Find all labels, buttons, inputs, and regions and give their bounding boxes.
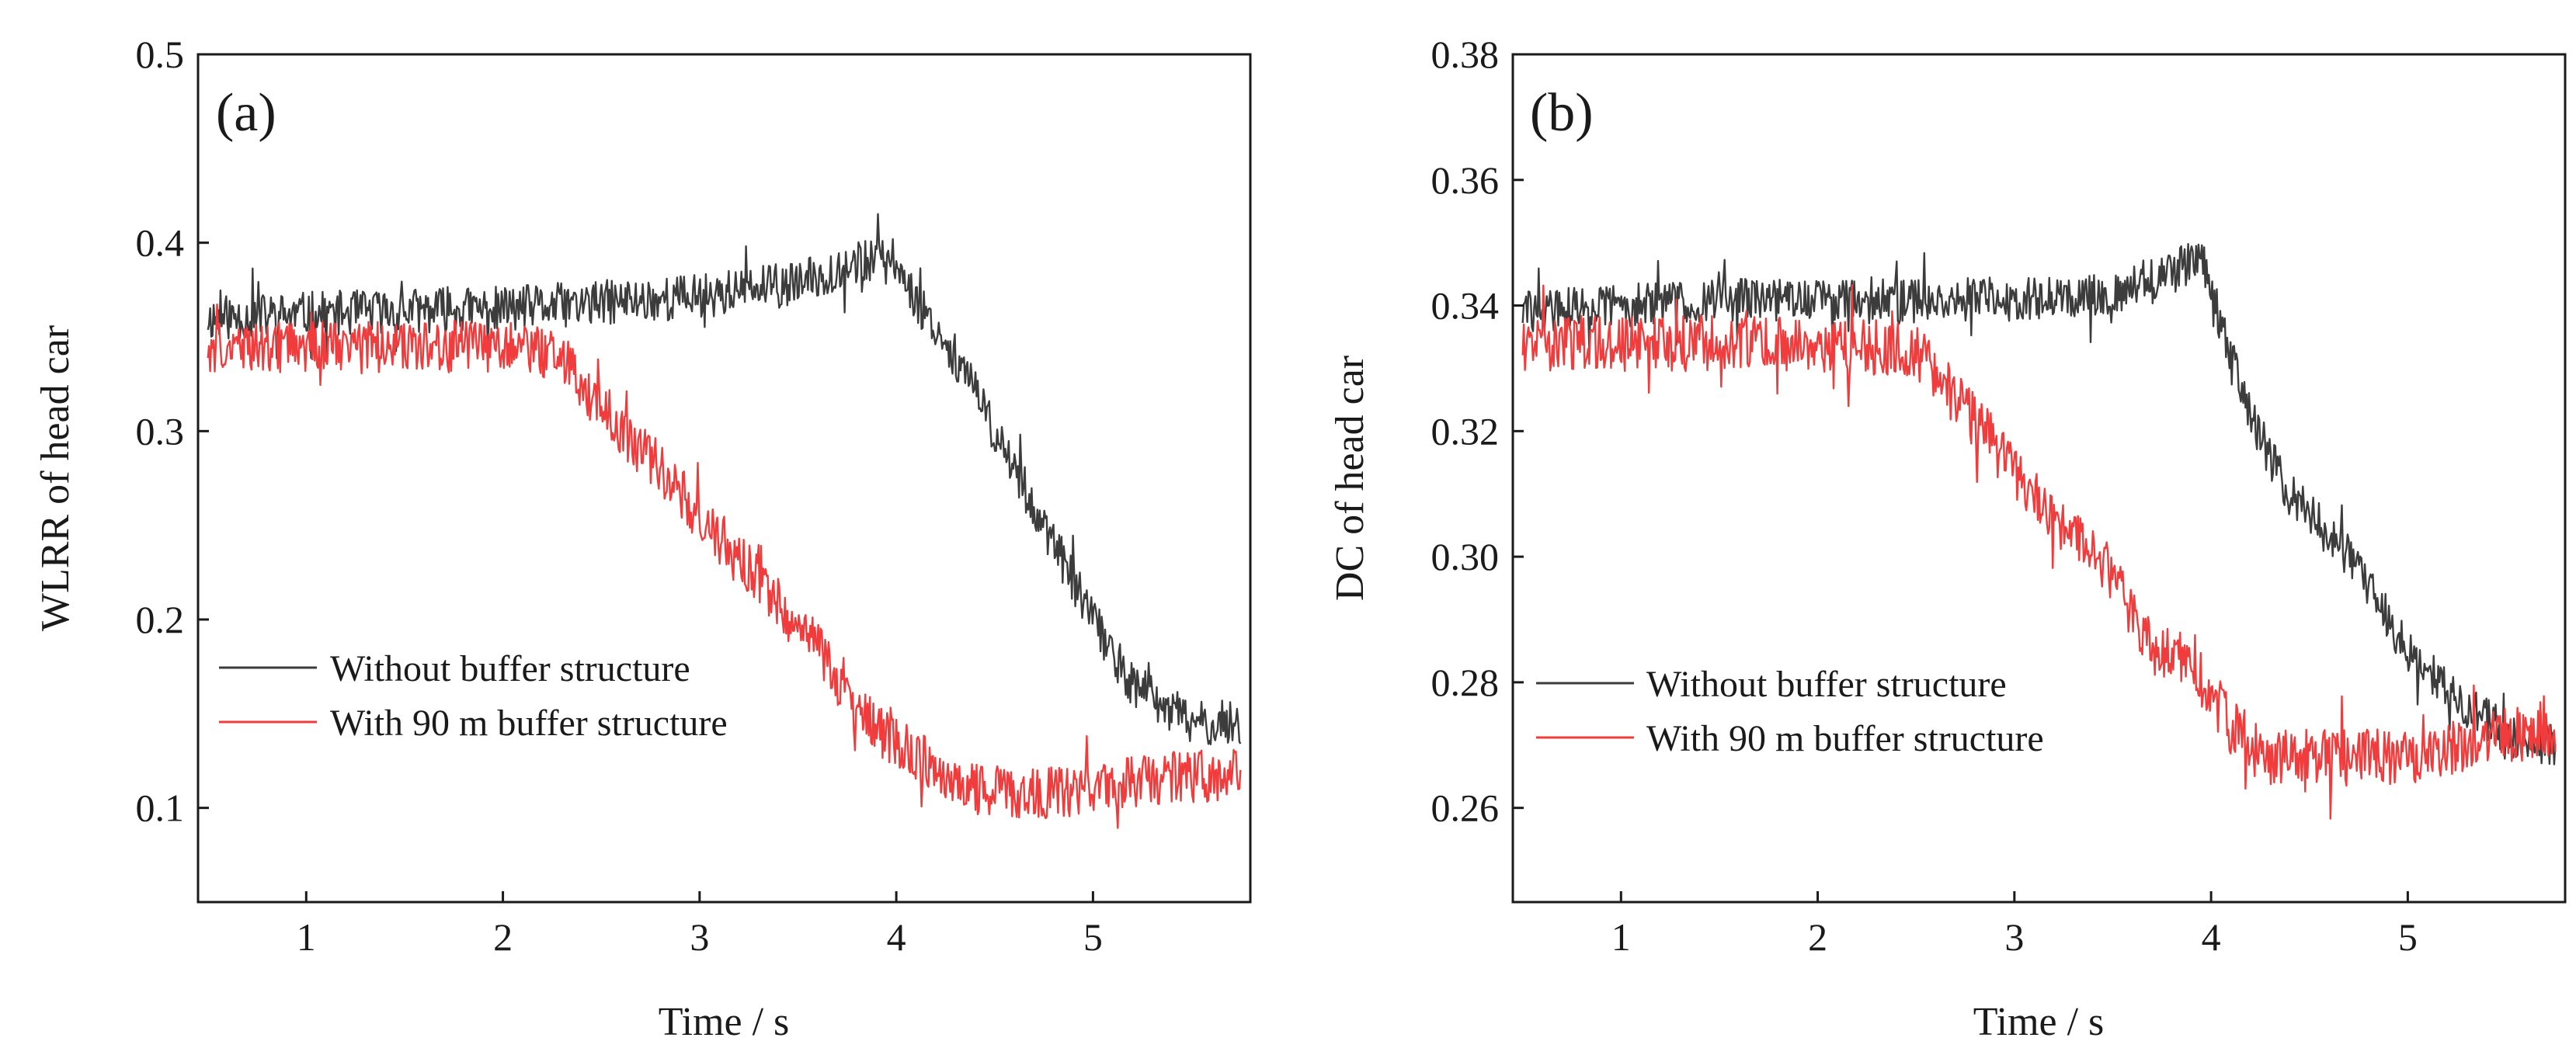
plot-frame-b bbox=[1511, 53, 2567, 904]
panel-label-b: (b) bbox=[1530, 83, 1594, 143]
y-tick-label-b-6: 0.38 bbox=[1431, 33, 1500, 76]
y-ticks-b: 0.26 0.28 0.30 0.32 0.34 0.36 0.38 bbox=[1431, 33, 1524, 830]
panel-label-a: (a) bbox=[216, 83, 276, 143]
legend-label-b-1: With 90 m buffer structure bbox=[1646, 718, 2044, 759]
x-ticks-a: 1 2 3 4 5 bbox=[297, 891, 1103, 959]
x-tick-label-a-2: 3 bbox=[690, 915, 709, 959]
x-tick-label-b-0: 1 bbox=[1611, 915, 1631, 959]
y-tick-label-b-4: 0.34 bbox=[1431, 284, 1500, 328]
x-tick-label-b-3: 4 bbox=[2202, 915, 2221, 959]
series-line-b-1 bbox=[1521, 284, 2557, 820]
x-axis-title-a: Time / s bbox=[659, 1000, 790, 1044]
y-axis-title-a: WLRR of head car bbox=[33, 325, 78, 631]
series-layer-b bbox=[1521, 243, 2557, 820]
y-tick-label-a-1: 0.2 bbox=[136, 598, 185, 641]
y-tick-label-b-3: 0.32 bbox=[1431, 409, 1500, 453]
x-axis-title-b: Time / s bbox=[1973, 1000, 2105, 1044]
x-ticks-b: 1 2 3 4 5 bbox=[1611, 891, 2418, 959]
y-tick-label-b-2: 0.30 bbox=[1431, 535, 1500, 578]
plot-frame-a bbox=[196, 53, 1252, 904]
y-axis-title-b: DC of head car bbox=[1328, 356, 1372, 601]
series-line-a-1 bbox=[207, 304, 1242, 829]
chart-panel-b: 1 2 3 4 5 0.26 0.28 0.30 0.32 0.34 0.36 0.38 (b) T… bbox=[1328, 33, 2567, 1044]
x-tick-label-b-1: 2 bbox=[1808, 915, 1827, 959]
legend-label-a-0: Without buffer structure bbox=[330, 648, 690, 689]
x-tick-label-a-1: 2 bbox=[493, 915, 513, 959]
legend-a: Without buffer structure With 90 m buffe… bbox=[219, 648, 728, 744]
y-tick-label-b-1: 0.28 bbox=[1431, 661, 1500, 704]
series-line-b-0 bbox=[1521, 243, 2557, 765]
legend-b: Without buffer structure With 90 m buffe… bbox=[1536, 664, 2044, 759]
legend-label-b-0: Without buffer structure bbox=[1646, 664, 2007, 705]
series-layer-a bbox=[207, 213, 1242, 829]
y-ticks-a: 0.1 0.2 0.3 0.4 0.5 bbox=[136, 33, 209, 830]
x-tick-label-a-0: 1 bbox=[297, 915, 316, 959]
series-line-a-0 bbox=[207, 213, 1242, 745]
y-tick-label-a-3: 0.4 bbox=[136, 221, 185, 265]
y-tick-label-a-2: 0.3 bbox=[136, 409, 185, 453]
x-tick-label-b-4: 5 bbox=[2398, 915, 2418, 959]
y-tick-label-a-4: 0.5 bbox=[136, 33, 185, 76]
legend-label-a-1: With 90 m buffer structure bbox=[330, 703, 728, 744]
x-tick-label-b-2: 3 bbox=[2004, 915, 2024, 959]
x-tick-label-a-3: 4 bbox=[887, 915, 906, 959]
y-tick-label-a-0: 0.1 bbox=[136, 786, 185, 830]
y-tick-label-b-0: 0.26 bbox=[1431, 786, 1500, 830]
y-tick-label-b-5: 0.36 bbox=[1431, 158, 1500, 202]
chart-panel-a: 1 2 3 4 5 0.1 0.2 0.3 0.4 0.5 (a) Time / s WLRR … bbox=[33, 33, 1252, 1044]
x-tick-label-a-4: 5 bbox=[1083, 915, 1103, 959]
